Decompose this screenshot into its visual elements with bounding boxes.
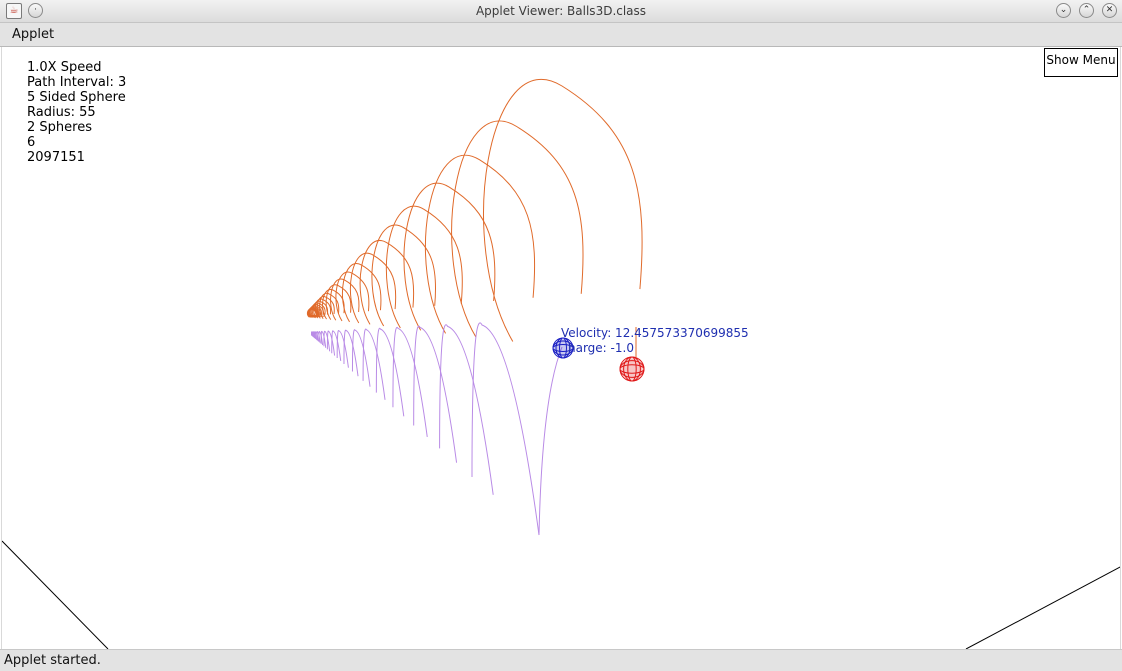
title-bar[interactable]: ☕ · Applet Viewer: Balls3D.class ⌄ ⌃ ✕ <box>0 0 1122 23</box>
purple-trail-arc <box>392 326 428 437</box>
orange-trail-loop <box>424 154 536 334</box>
purple-trail-arc <box>351 329 371 387</box>
sphere-wire <box>559 337 567 359</box>
orange-trail-loop <box>310 303 324 318</box>
status-text: Applet started. <box>4 653 101 668</box>
minimize-icon[interactable]: ⌄ <box>1056 3 1071 18</box>
purple-trail-arc <box>362 328 386 400</box>
applet-canvas[interactable]: 1.0X Speed Path Interval: 3 5 Sided Sphe… <box>1 47 1121 649</box>
orange-trail-loop <box>385 205 463 329</box>
purple-trail-arc <box>538 346 563 536</box>
orange-trail-loop <box>451 120 584 338</box>
purple-trail-arc <box>310 331 313 336</box>
info-path-interval: Path Interval: 3 <box>27 75 127 90</box>
info-value-b: 2097151 <box>27 150 85 165</box>
close-icon[interactable]: ✕ <box>1102 3 1117 18</box>
maximize-icon[interactable]: ⌃ <box>1079 3 1094 18</box>
purple-trail-arc <box>413 325 458 463</box>
orange-trail-loop <box>306 308 317 318</box>
show-menu-button[interactable]: Show Menu <box>1044 48 1118 77</box>
info-value-a: 6 <box>27 135 36 150</box>
floor-edge-left <box>2 540 109 649</box>
window-menu-icon[interactable]: · <box>28 3 43 18</box>
status-bar: Applet started. <box>0 649 1122 671</box>
purple-trail-arc <box>375 327 405 417</box>
sphere-fill <box>621 358 643 380</box>
info-speed: 1.0X Speed <box>27 60 102 75</box>
info-sphere-count: 2 Spheres <box>27 120 92 135</box>
sphere-velocity-label: Velocity: 12.457573370699855 <box>561 326 749 340</box>
purple-trail-arc <box>336 330 349 368</box>
purple-trail-arc <box>343 329 359 377</box>
orange-trail-loop <box>307 307 319 318</box>
info-radius: Radius: 55 <box>27 105 96 120</box>
balls3d-scene <box>2 78 1120 649</box>
sphere-wire <box>619 364 645 374</box>
orange-trail-loop <box>483 78 643 342</box>
orange-trail-loop <box>309 305 321 318</box>
orange-trail-loop <box>403 182 496 331</box>
sphere-fill <box>554 339 572 357</box>
purple-trail-arc <box>471 322 540 536</box>
red-sphere[interactable] <box>619 356 645 382</box>
menu-bar: Applet <box>0 23 1122 47</box>
orange-trail-loop <box>371 224 437 327</box>
orange-trail-segment <box>309 314 312 318</box>
orange-trail-loop <box>322 289 345 320</box>
orange-trail-paths <box>306 78 643 357</box>
orange-trail-loop <box>335 271 370 322</box>
window-title: Applet Viewer: Balls3D.class <box>475 4 647 18</box>
sphere-wire <box>552 344 574 352</box>
orange-trail-loop <box>308 306 320 318</box>
orange-trail-loop <box>313 300 329 319</box>
purple-trail-arc <box>439 324 494 495</box>
purple-trail-paths <box>310 322 563 536</box>
purple-trail-arc <box>331 330 342 362</box>
orange-trail-loop <box>330 278 360 321</box>
info-sphere-sides: 5 Sided Sphere <box>27 90 126 105</box>
menu-applet[interactable]: Applet <box>12 27 55 42</box>
simulation-info: 1.0X Speed Path Interval: 3 5 Sided Sphe… <box>27 60 126 165</box>
java-cup-icon[interactable]: ☕ <box>6 3 22 19</box>
orange-trail-loop <box>309 305 322 318</box>
sphere-wire <box>627 356 637 382</box>
orange-trail-loop <box>359 240 415 325</box>
blue-sphere[interactable] <box>552 337 574 359</box>
orange-trail-loop <box>349 252 397 324</box>
sphere-charge-label: harge: -1.0 <box>568 341 634 355</box>
floor-edge-right <box>965 566 1120 649</box>
orange-trail-loop <box>311 302 326 319</box>
